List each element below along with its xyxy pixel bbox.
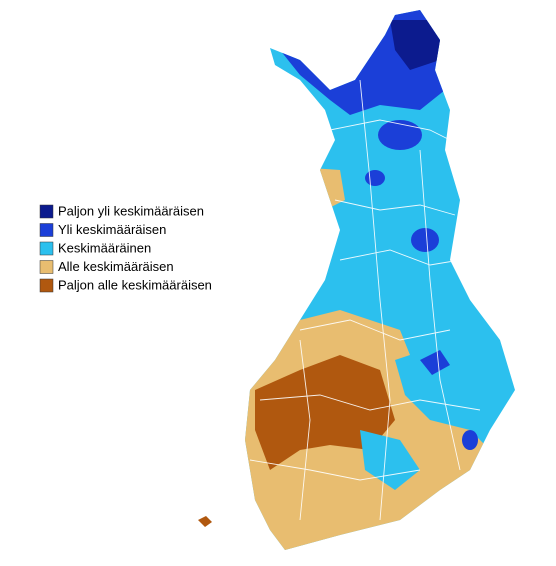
- region: [395, 345, 470, 430]
- legend-swatch: [39, 260, 54, 274]
- legend-swatch: [39, 223, 54, 237]
- region: [411, 228, 439, 252]
- legend-swatch: [39, 204, 54, 219]
- region: [360, 430, 420, 490]
- legend-label: Keskimääräinen: [58, 240, 151, 255]
- municipal-borders: [249, 79, 481, 521]
- legend-label: Alle keskimääräisen: [58, 259, 174, 274]
- region: [390, 20, 440, 70]
- legend-swatch: [39, 278, 54, 293]
- region: [420, 350, 450, 375]
- legend-label: Paljon alle keskimääräisen: [58, 277, 212, 292]
- region: [462, 430, 478, 450]
- region: [255, 355, 395, 470]
- legend-label: Yli keskimääräisen: [58, 222, 166, 237]
- legend: Paljon yli keskimääräisen Yli keskimääräi…: [39, 203, 212, 293]
- island: [198, 516, 212, 527]
- legend-swatch: [39, 241, 54, 256]
- region: [378, 120, 422, 150]
- legend-label: Paljon yli keskimääräisen: [58, 203, 204, 218]
- region: [365, 170, 385, 186]
- map-regions: [245, 10, 515, 550]
